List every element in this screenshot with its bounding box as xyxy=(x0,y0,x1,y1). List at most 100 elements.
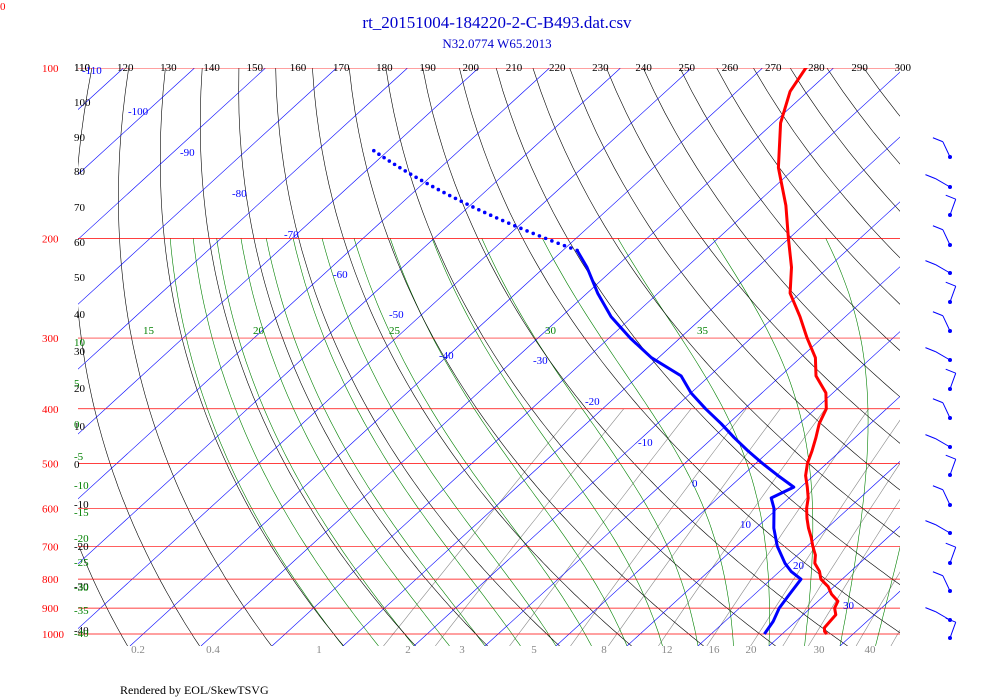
dry-adiabat-line xyxy=(238,68,488,646)
wind-barb-staff xyxy=(949,199,957,216)
wind-barb-flag xyxy=(932,311,944,317)
mixing-ratio-label: 12 xyxy=(662,644,673,656)
theta-tick-label: 270 xyxy=(765,62,782,74)
isotherm-line xyxy=(78,68,621,565)
dewpoint-dot xyxy=(465,202,469,206)
dry-adiabat-line xyxy=(532,68,900,538)
dewpoint-dot xyxy=(494,216,499,220)
dewpoint-dot xyxy=(537,234,542,238)
dewpoint-dot xyxy=(382,155,386,160)
left-moist-label: -5 xyxy=(74,451,84,463)
dewpoint-dot xyxy=(568,246,573,250)
dry-adiabat-lines xyxy=(0,68,1000,646)
dry-adiabat-line xyxy=(826,68,900,165)
left-axis-label: 20 xyxy=(74,383,86,395)
dewpoint-dot xyxy=(471,205,475,209)
isotherm-line xyxy=(555,331,900,646)
theta-tick-label: 120 xyxy=(117,62,134,74)
wind-barb-staff xyxy=(949,547,957,564)
wind-barb-staff xyxy=(949,459,957,476)
theta-tick-label: 170 xyxy=(333,62,350,74)
mixing-ratio-label: 20 xyxy=(746,644,758,656)
wind-barb-flag xyxy=(925,607,936,613)
isotherm-line xyxy=(911,68,1000,646)
dry-adiabat-line xyxy=(348,68,704,646)
theta-tick-label: 180 xyxy=(376,62,393,74)
dewpoint-upper-dots xyxy=(372,148,579,253)
dry-adiabat-line xyxy=(0,68,56,646)
pressure-tick-label: 900 xyxy=(42,603,59,615)
isotherm-tick-label: -80 xyxy=(232,188,247,200)
temperature-trace xyxy=(776,68,840,636)
isotherm-tick-label: -60 xyxy=(333,269,348,281)
left-axis-label: 100 xyxy=(74,97,91,109)
pressure-tick-label: 300 xyxy=(42,333,59,345)
chart-subtitle: N32.0774 W65.2013 xyxy=(442,36,551,51)
dewpoint-trace xyxy=(575,249,803,635)
isotherm-tick-label: 30 xyxy=(843,600,855,612)
mixing-ratio-label: 5 xyxy=(531,644,537,656)
left-axis-label: 80 xyxy=(74,166,86,178)
dry-adiabat-line xyxy=(275,68,560,646)
moist-adiabat-line xyxy=(266,238,486,646)
moist-adiabat-line xyxy=(321,238,557,646)
dry-adiabat-line xyxy=(78,68,200,646)
mixing-ratio-line xyxy=(658,408,826,646)
wind-barb-flag xyxy=(925,174,936,180)
left-axis-label: 0 xyxy=(74,459,80,471)
dry-adiabat-line xyxy=(753,68,900,259)
isotherm-line xyxy=(78,68,337,305)
mixing-ratio-line xyxy=(750,419,900,646)
corner-label: 0 xyxy=(0,1,6,13)
dewpoint-dot xyxy=(513,223,517,228)
dry-adiabat-line xyxy=(679,68,900,351)
theta-tick-label: 220 xyxy=(549,62,566,74)
theta-tick-label: 190 xyxy=(419,62,436,74)
left-moist-label: -20 xyxy=(74,533,89,545)
dewpoint-dot xyxy=(525,229,529,233)
wind-barb-staff xyxy=(942,575,951,592)
isotherm-line xyxy=(78,68,692,630)
mixing-ratio-label: 1 xyxy=(316,644,322,656)
theta-tick-label: 280 xyxy=(808,62,825,74)
mixing-ratio-line xyxy=(435,408,624,646)
left-axis-label: 110 xyxy=(74,62,91,74)
isotherm-tick-label: 10 xyxy=(740,519,752,531)
isotherm-line xyxy=(78,68,550,500)
mixing-ratio-line xyxy=(808,498,900,646)
mixing-ratio-label: 30 xyxy=(814,644,826,656)
dewpoint-dot xyxy=(519,226,523,231)
left-moist-label: -40 xyxy=(74,628,89,640)
isotherm-tick-label: -40 xyxy=(439,350,454,362)
wind-barb-flag xyxy=(925,520,936,526)
theta-tick-label: 300 xyxy=(895,62,912,74)
isotherm-line xyxy=(271,71,900,646)
dry-adiabat-line xyxy=(937,68,1000,646)
isotherm-line xyxy=(413,201,900,646)
mixing-ratio-label: 0.2 xyxy=(131,644,145,656)
isotherm-line xyxy=(129,68,763,646)
isotherm-line xyxy=(78,68,479,435)
moist-adiabat-lines xyxy=(169,238,900,646)
dewpoint-dot xyxy=(506,221,511,225)
left-moist-label: -25 xyxy=(74,557,89,569)
left-axis-label: 60 xyxy=(74,237,86,249)
moist-adiabat-line xyxy=(481,238,699,646)
wind-barb-flag xyxy=(925,347,936,353)
moist-tick-label: 10 xyxy=(74,337,86,349)
left-axis-label: 70 xyxy=(74,202,86,214)
pressure-tick-label: 100 xyxy=(42,63,59,75)
mixing-ratio-line xyxy=(383,408,577,646)
mixing-ratio-label: 8 xyxy=(601,644,607,656)
dewpoint-dot xyxy=(531,231,536,236)
left-axis-label: 30 xyxy=(74,346,86,358)
dewpoint-dot xyxy=(442,190,446,195)
left-moist-label: -10 xyxy=(74,480,89,492)
pressure-tick-label: 200 xyxy=(42,233,59,245)
dry-adiabat-line xyxy=(974,68,1000,646)
theta-tick-label: 210 xyxy=(506,62,523,74)
wind-barb-flag xyxy=(945,542,956,548)
moist-adiabat-line xyxy=(431,238,663,646)
left-moist-label: -30 xyxy=(74,582,89,594)
